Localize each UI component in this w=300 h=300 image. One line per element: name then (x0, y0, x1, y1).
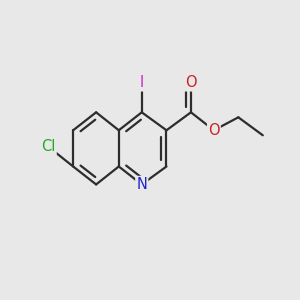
Text: N: N (136, 177, 147, 192)
Text: Cl: Cl (41, 139, 56, 154)
Text: I: I (140, 75, 144, 90)
Text: O: O (208, 123, 220, 138)
Text: O: O (185, 75, 197, 90)
